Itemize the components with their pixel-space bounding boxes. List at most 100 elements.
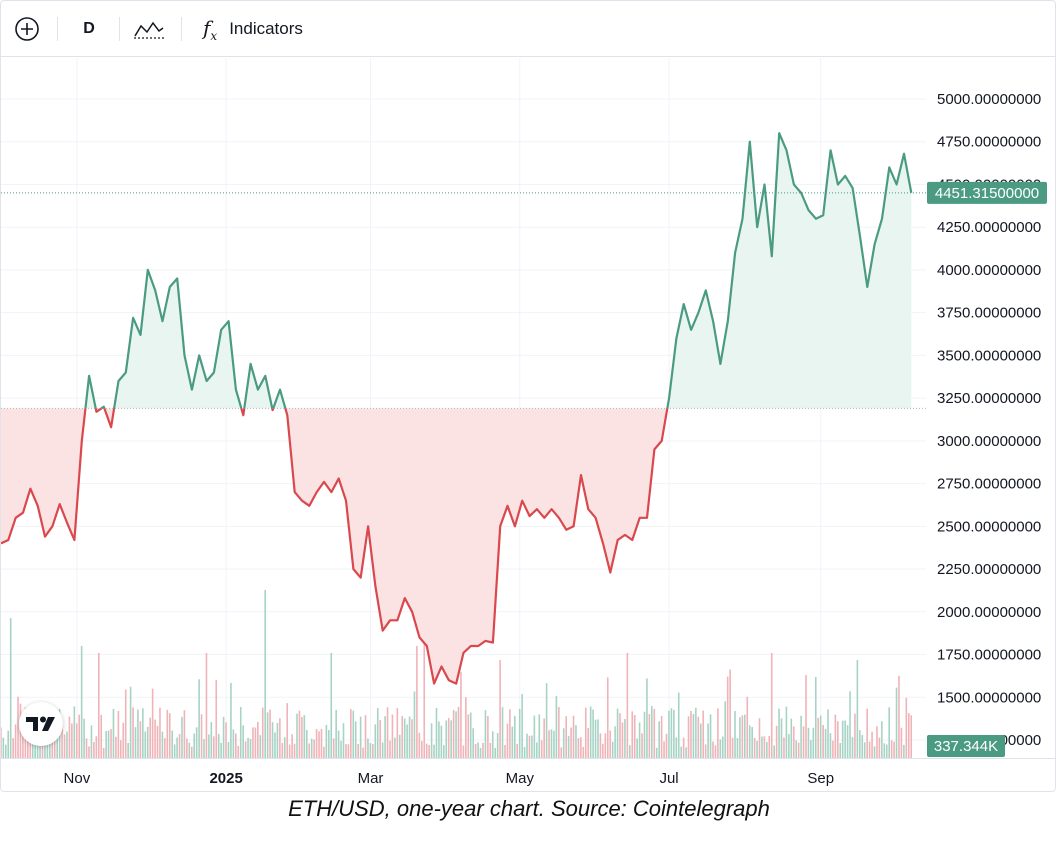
volume-bar — [9, 618, 12, 758]
area-fill-below-baseline — [1, 408, 668, 684]
volume-bar — [792, 726, 795, 758]
indicators-button[interactable]: fx Indicators — [197, 13, 327, 45]
volume-bar — [594, 719, 597, 758]
volume-bar — [423, 639, 426, 758]
volume-bar — [611, 741, 614, 758]
chart-toolbar: D fx Indicators — [1, 1, 1055, 57]
volume-bar — [100, 714, 103, 758]
volume-bar — [616, 708, 619, 758]
volume-bar — [580, 737, 582, 758]
volume-bar — [577, 738, 580, 758]
volume-bar — [496, 733, 499, 758]
volume-bar — [651, 706, 653, 758]
volume-bar — [408, 716, 411, 758]
x-tick-label: Mar — [358, 770, 384, 787]
last-price-badge — [927, 181, 1047, 204]
volume-bar — [638, 722, 641, 758]
volume-bar — [729, 669, 731, 758]
volume-bar — [516, 743, 519, 758]
line-chart-icon[interactable] — [131, 13, 167, 45]
volume-bar — [462, 745, 465, 758]
volume-bar — [536, 742, 538, 758]
volume-bar — [460, 671, 462, 758]
volume-bar — [695, 707, 697, 758]
volume-bar — [714, 745, 717, 758]
volume-bar — [633, 714, 636, 758]
volume-bar — [907, 712, 910, 758]
volume-bar — [677, 692, 680, 758]
volume-bar — [315, 728, 318, 758]
volume-bar — [822, 725, 824, 758]
y-tick-label: 4000.00000000 — [937, 262, 1041, 279]
volume-bar — [905, 697, 908, 758]
volume-bar — [230, 682, 232, 758]
volume-bar — [61, 721, 63, 758]
volume-bar — [680, 746, 682, 758]
volume-bar — [866, 708, 868, 758]
volume-bar — [252, 727, 254, 758]
volume-bar — [127, 742, 129, 758]
volume-bar — [443, 745, 445, 758]
volume-bar — [7, 730, 10, 758]
volume-bar — [741, 715, 744, 758]
volume-bar — [14, 724, 17, 758]
volume-bar — [465, 697, 467, 758]
y-tick-label: 3000.00000000 — [937, 433, 1041, 450]
plus-circle-icon[interactable] — [11, 13, 43, 45]
volume-bar — [132, 707, 134, 758]
volume-bar — [181, 716, 183, 758]
volume-bar — [768, 736, 771, 758]
volume-bar — [494, 747, 497, 758]
volume-bar — [73, 706, 76, 758]
volume-bar — [83, 718, 85, 758]
volume-bar — [51, 729, 54, 758]
volume-bar — [418, 732, 421, 758]
interval-button[interactable]: D — [83, 20, 95, 37]
volume-bar — [731, 737, 734, 758]
volume-bar — [372, 744, 374, 758]
volume-bar — [232, 729, 235, 758]
area-fill-above-baseline — [1, 133, 912, 409]
volume-bar — [139, 721, 142, 758]
volume-bar — [469, 712, 472, 758]
volume-bar — [68, 716, 71, 758]
volume-bar — [910, 715, 913, 758]
volume-bar — [159, 707, 161, 758]
volume-bar — [663, 741, 665, 758]
volume-bar — [328, 729, 330, 758]
volume-bar — [394, 737, 396, 758]
volume-bar — [629, 745, 631, 758]
volume-bar — [533, 715, 536, 758]
volume-bar — [709, 714, 712, 758]
volume-bar — [75, 723, 78, 758]
volume-bar — [215, 679, 218, 758]
volume-badge — [927, 735, 1005, 757]
volume-bar — [286, 703, 289, 758]
volume-bar — [819, 715, 822, 758]
y-tick-label: 1500.00000000 — [937, 689, 1041, 706]
volume-bar — [834, 714, 837, 758]
volume-bar — [805, 674, 807, 758]
price-chart[interactable]: 5000.000000004750.000000004500.000000004… — [1, 58, 1056, 792]
volume-bar — [553, 730, 555, 758]
volume-bar — [259, 735, 262, 758]
volume-bar — [575, 725, 577, 758]
volume-bar — [247, 737, 249, 758]
x-tick-label: 2025 — [209, 770, 242, 787]
volume-bar — [457, 706, 460, 758]
volume-bar — [95, 736, 98, 758]
volume-bar — [63, 734, 66, 758]
volume-bar — [621, 722, 624, 758]
y-tick-label: 3500.00000000 — [937, 347, 1041, 364]
volume-bar — [829, 733, 832, 758]
volume-bar — [205, 653, 208, 758]
volume-bar — [249, 738, 252, 758]
volume-bar — [888, 707, 890, 758]
volume-bar — [814, 676, 817, 758]
volume-bar — [766, 741, 768, 758]
volume-bar — [305, 729, 308, 758]
volume-bar — [264, 590, 266, 758]
tradingview-logo[interactable] — [19, 702, 63, 746]
volume-bar — [438, 721, 440, 758]
volume-bar — [71, 723, 73, 758]
